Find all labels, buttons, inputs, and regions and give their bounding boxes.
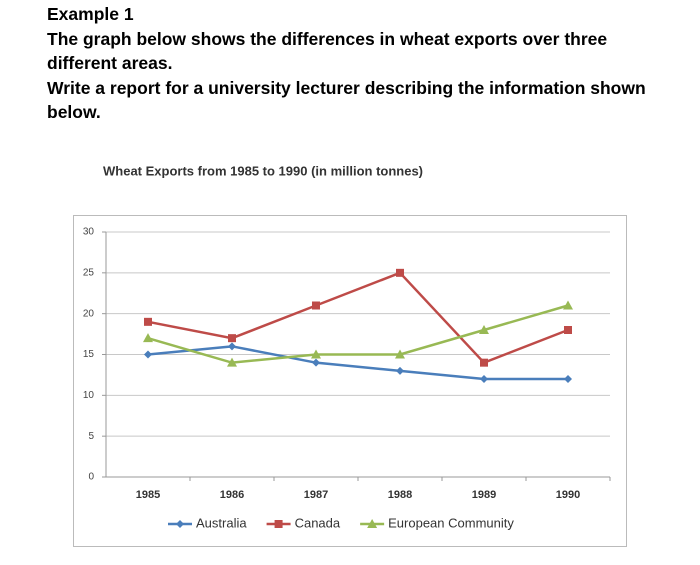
y-tick-label: 0 bbox=[88, 472, 94, 483]
marker bbox=[176, 520, 184, 528]
x-tick-label: 1988 bbox=[388, 489, 412, 501]
marker bbox=[396, 366, 404, 375]
marker bbox=[479, 325, 489, 334]
y-tick-label: 25 bbox=[83, 267, 95, 278]
marker bbox=[228, 334, 236, 343]
x-tick-label: 1989 bbox=[472, 489, 496, 501]
marker bbox=[143, 333, 153, 343]
legend-label: European Community bbox=[388, 515, 514, 530]
marker bbox=[564, 326, 572, 334]
marker bbox=[227, 357, 237, 367]
header-title: Example 1 bbox=[47, 4, 134, 24]
marker bbox=[312, 301, 320, 310]
y-tick-label: 5 bbox=[88, 431, 94, 442]
marker bbox=[367, 519, 378, 528]
legend-label: Canada bbox=[295, 515, 341, 530]
marker bbox=[144, 317, 152, 326]
marker bbox=[563, 300, 573, 310]
paragraph: The graph below shows the differences in… bbox=[47, 28, 608, 74]
marker bbox=[396, 268, 404, 277]
x-tick-label: 1987 bbox=[304, 489, 328, 501]
header: Example 1 The graph below shows the diff… bbox=[47, 2, 647, 125]
legend-label: Australia bbox=[196, 515, 247, 530]
marker bbox=[395, 349, 405, 359]
series-line bbox=[147, 304, 569, 364]
marker bbox=[274, 520, 283, 528]
paragraph: Write a report for a university lecturer… bbox=[47, 77, 646, 123]
marker bbox=[228, 342, 236, 351]
x-tick-label: 1990 bbox=[556, 489, 580, 501]
x-tick-label: 1985 bbox=[136, 489, 160, 501]
y-tick-label: 20 bbox=[83, 308, 95, 319]
series-line bbox=[147, 345, 568, 381]
y-tick-label: 10 bbox=[83, 390, 95, 401]
marker bbox=[312, 358, 320, 367]
x-tick-label: 1986 bbox=[220, 489, 244, 501]
y-tick-label: 15 bbox=[83, 349, 95, 360]
chart-frame bbox=[73, 215, 627, 547]
marker bbox=[144, 350, 152, 359]
y-tick-label: 30 bbox=[83, 227, 95, 238]
marker bbox=[480, 375, 488, 383]
marker bbox=[564, 375, 572, 383]
chart-title: Wheat Exports from 1985 to 1990 (in mill… bbox=[103, 163, 423, 178]
marker bbox=[311, 349, 321, 359]
series-line bbox=[147, 271, 569, 365]
marker bbox=[480, 358, 488, 367]
